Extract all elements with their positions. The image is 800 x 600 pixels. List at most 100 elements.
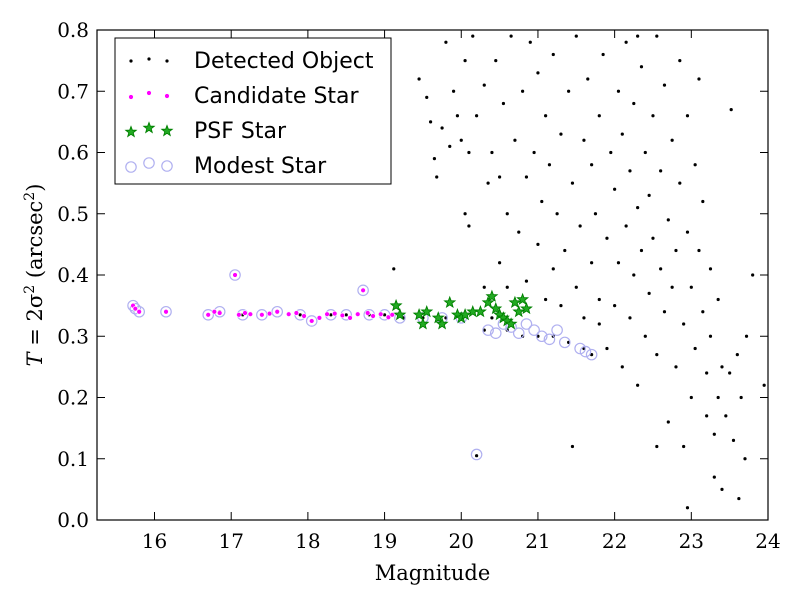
data-point <box>682 444 686 449</box>
y-axis-label: T = 2σ2 (arcsec2) <box>22 184 47 367</box>
data-point <box>132 305 139 312</box>
data-point <box>360 287 366 294</box>
data-point <box>685 114 690 118</box>
data-point <box>544 114 548 118</box>
data-point <box>519 301 533 315</box>
data-point <box>666 420 670 424</box>
data-point <box>505 212 509 216</box>
data-point <box>693 163 697 167</box>
data-point <box>211 309 218 315</box>
legend-marker <box>129 59 133 63</box>
y-tick-label: 0.4 <box>57 263 89 287</box>
data-point <box>651 236 655 240</box>
data-point <box>536 71 540 75</box>
data-point <box>451 89 456 93</box>
data-point <box>543 333 556 346</box>
data-point <box>389 298 403 312</box>
data-point <box>647 193 651 197</box>
data-point <box>558 336 571 349</box>
data-point <box>559 132 563 136</box>
data-point <box>412 308 426 321</box>
data-point <box>555 212 559 216</box>
data-point <box>685 506 690 510</box>
data-point <box>643 334 647 338</box>
chart-axes: 16 17 18 19 20 21 22 23 24 0.0 0.1 0.2 0.3 0.4 0.5 0.6 0… <box>57 18 781 553</box>
data-point <box>229 269 241 281</box>
x-tick-label: 23 <box>679 529 704 553</box>
y-axis-label-unit-exp: 2 <box>22 192 38 201</box>
data-point <box>551 267 555 271</box>
legend-label: Candidate Star <box>194 84 360 109</box>
data-point <box>512 327 525 339</box>
y-axis-label-exp: 2 <box>22 285 38 294</box>
data-point <box>636 206 640 210</box>
legend-marker <box>146 90 152 96</box>
data-point <box>559 304 563 308</box>
data-point <box>463 212 467 216</box>
data-point <box>382 313 387 317</box>
data-point <box>431 311 445 324</box>
data-point <box>670 138 674 142</box>
data-point <box>463 59 467 63</box>
data-point <box>163 309 169 315</box>
data-point <box>632 101 636 106</box>
legend-label: Modest Star <box>194 154 327 179</box>
data-point <box>482 324 494 336</box>
data-point <box>435 175 439 179</box>
data-point <box>705 371 709 375</box>
data-point <box>305 315 318 327</box>
y-tick-label: 0.2 <box>57 386 89 410</box>
data-point <box>498 261 502 265</box>
data-point <box>744 334 749 338</box>
x-tick-label: 21 <box>525 529 550 553</box>
data-point <box>459 138 463 142</box>
data-point <box>720 487 724 491</box>
data-point <box>524 175 529 179</box>
y-tick-label: 0.6 <box>57 141 89 165</box>
data-point <box>528 324 540 336</box>
data-point <box>504 317 518 330</box>
legend-marker <box>147 57 151 61</box>
data-point <box>579 345 592 358</box>
data-point <box>590 163 594 167</box>
data-point <box>347 315 353 321</box>
data-point <box>355 311 361 317</box>
data-point <box>216 310 223 316</box>
data-point <box>605 236 609 240</box>
data-point <box>443 295 457 309</box>
data-point <box>731 438 736 442</box>
data-point <box>298 313 302 317</box>
data-point <box>458 308 472 321</box>
data-point <box>274 309 280 315</box>
data-point <box>762 383 766 387</box>
x-tick-label: 16 <box>142 529 167 553</box>
data-point <box>567 89 571 93</box>
x-tick-label: 22 <box>602 529 627 553</box>
data-point <box>329 313 333 317</box>
data-point <box>632 273 636 277</box>
series-psf-star <box>389 289 533 330</box>
data-point <box>301 313 307 319</box>
data-point <box>693 346 697 351</box>
legend-marker <box>165 59 169 63</box>
data-point <box>720 365 724 369</box>
data-point <box>651 114 655 118</box>
data-point <box>639 248 644 253</box>
data-point <box>259 312 265 318</box>
data-point <box>728 371 732 375</box>
data-point <box>701 199 705 204</box>
data-point <box>425 95 429 99</box>
data-point <box>601 52 605 57</box>
y-tick-label: 0.8 <box>57 18 89 42</box>
data-point <box>659 267 663 271</box>
x-axis-label: Magnitude <box>375 561 491 585</box>
data-point <box>247 311 254 317</box>
x-tick-label: 18 <box>295 529 320 553</box>
data-point <box>498 175 502 179</box>
data-point <box>574 285 578 289</box>
data-point <box>444 40 448 44</box>
data-point <box>416 317 430 330</box>
data-point <box>647 291 651 295</box>
data-point <box>127 299 139 312</box>
